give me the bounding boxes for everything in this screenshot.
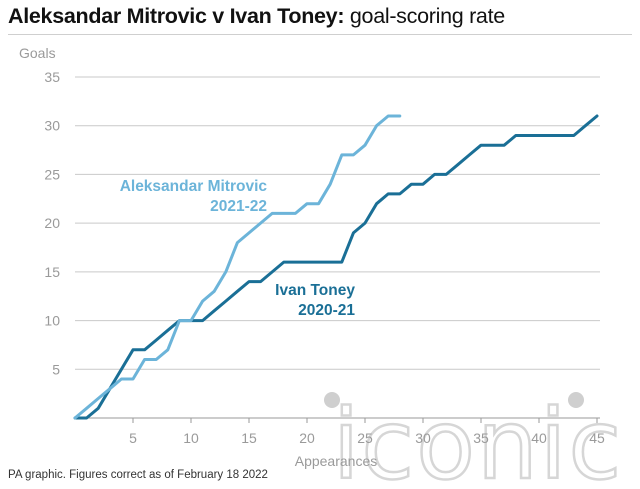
watermark-dot	[568, 392, 584, 408]
x-tick-label: 40	[531, 430, 547, 446]
y-tick-label: 25	[44, 166, 60, 182]
toney-label: Ivan Toney 2020-21	[275, 282, 355, 319]
title-divider	[8, 34, 632, 35]
mitrovic-label: Aleksandar Mitrovic 2021-22	[120, 178, 268, 215]
iconic-watermark: iconic	[324, 388, 622, 489]
y-tick-label: 35	[44, 69, 60, 85]
grid-lines	[75, 76, 600, 419]
mitrovic-label-name: Aleksandar Mitrovic	[120, 178, 268, 195]
x-tick-label: 20	[299, 430, 315, 446]
toney-label-name: Ivan Toney	[275, 282, 355, 299]
chart-title-bold: Aleksandar Mitrovic v Ivan Toney:	[8, 4, 345, 28]
y-axis-label: Goals	[19, 45, 56, 61]
mitrovic-line	[73, 114, 402, 420]
chart-title: Aleksandar Mitrovic v Ivan Toney: goal-s…	[8, 4, 505, 29]
mitrovic-label-season: 2021-22	[210, 198, 267, 215]
toney-line	[73, 114, 599, 420]
source-note: PA graphic. Figures correct as of Februa…	[8, 469, 268, 481]
x-axis-ticks: 5 10 15 20 25 30 35 40 45	[129, 418, 605, 446]
x-tick-label: 10	[183, 430, 199, 446]
watermark-dot	[324, 392, 340, 408]
y-axis-ticks: 5 10 15 20 25 30 35	[44, 69, 60, 377]
x-tick-label: 25	[357, 430, 373, 446]
series-labels: Aleksandar Mitrovic 2021-22 Ivan Toney 2020…	[120, 178, 356, 319]
x-tick-label: 30	[415, 430, 431, 446]
x-tick-label: 15	[241, 430, 257, 446]
y-tick-label: 15	[44, 264, 60, 280]
y-tick-label: 10	[44, 313, 60, 329]
y-tick-label: 20	[44, 215, 60, 231]
x-axis-label: Appearances	[295, 453, 378, 469]
series-lines	[73, 114, 599, 420]
x-tick-label: 35	[473, 430, 489, 446]
y-tick-label: 5	[52, 361, 60, 377]
toney-label-season: 2020-21	[298, 302, 355, 319]
y-tick-label: 30	[44, 118, 60, 134]
x-tick-label: 5	[129, 430, 137, 446]
chart-title-rest: goal-scoring rate	[344, 4, 505, 28]
x-tick-label: 45	[589, 430, 605, 446]
